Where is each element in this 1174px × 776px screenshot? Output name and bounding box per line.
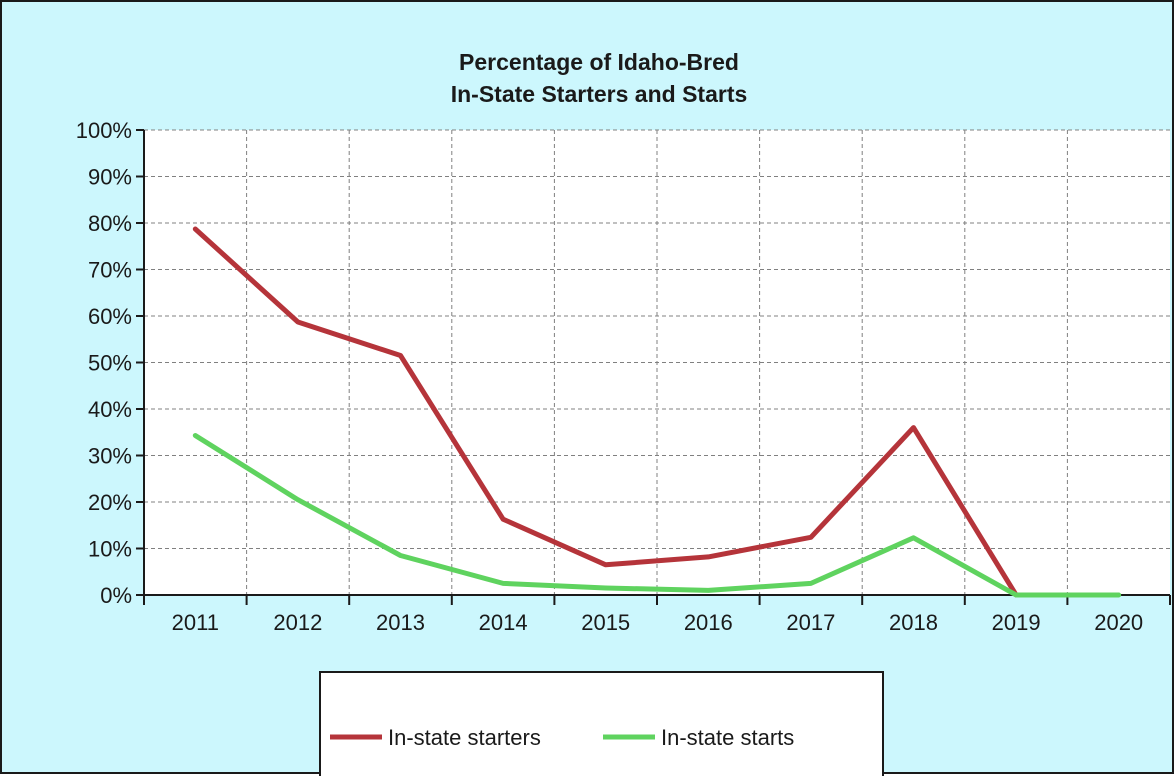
x-tick-label: 2013 (376, 610, 425, 635)
x-tick-label: 2016 (684, 610, 733, 635)
x-tick-label: 2011 (172, 610, 219, 635)
x-tick-label: 2019 (992, 610, 1041, 635)
series-line-in-state-starts (192, 433, 1122, 598)
x-tick-label: 2015 (581, 610, 630, 635)
y-tick-label: 0% (100, 583, 132, 608)
tick-labels: 0% 10% 20% 30% 40% 50% 60% 70% 80% 90% 100% 2011 201… (76, 118, 1143, 635)
axes (136, 129, 1171, 605)
legend-label-starts: In-state starts (661, 725, 794, 750)
y-tick-label: 40% (88, 397, 132, 422)
x-tick-label: 2017 (786, 610, 835, 635)
legend: In-state starters In-state starts (319, 671, 884, 776)
y-tick-label: 80% (88, 211, 132, 236)
y-tick-label: 60% (88, 304, 132, 329)
y-tick-label: 100% (76, 118, 132, 143)
y-tick-label: 70% (88, 258, 132, 283)
x-tick-label: 2012 (273, 610, 322, 635)
y-tick-label: 20% (88, 490, 132, 515)
series (192, 226, 1122, 598)
y-tick-label: 10% (88, 537, 132, 562)
x-tick-label: 2014 (479, 610, 528, 635)
legend-label-starters: In-state starters (388, 725, 541, 750)
grid (144, 129, 1170, 595)
y-tick-label: 30% (88, 444, 132, 469)
y-tick-label: 50% (88, 351, 132, 376)
x-tick-label: 2018 (889, 610, 938, 635)
series-line-in-state-starters (192, 226, 1019, 598)
x-tick-label: 2020 (1094, 610, 1143, 635)
chart-title-line-1: Percentage of Idaho-Bred (459, 49, 739, 75)
y-tick-label: 90% (88, 165, 132, 190)
chart-title-line-2: In-State Starters and Starts (451, 81, 748, 107)
legend-box (319, 671, 884, 776)
